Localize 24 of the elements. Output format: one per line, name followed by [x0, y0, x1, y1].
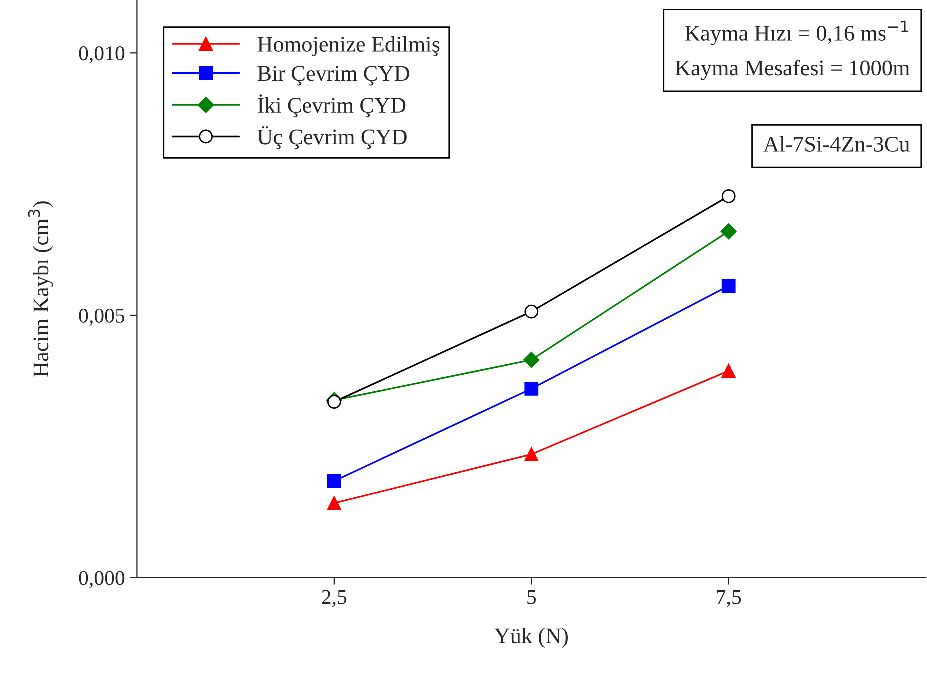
point: [524, 352, 540, 368]
legend-label: Bir Çevrim ÇYD: [258, 66, 410, 86]
point: [327, 395, 342, 410]
y-tick-label: 0,000: [79, 571, 125, 588]
x-tick-label: 5: [528, 590, 536, 604]
y-axis-title: Hacim Kaybı (cm$^{3}$): [28, 202, 54, 378]
legend-label: İki Çevrim ÇYD: [258, 94, 406, 118]
x-tick-label: 7,5: [717, 590, 742, 608]
point: [524, 382, 539, 396]
point: [722, 279, 736, 294]
annotation: Al-7Si-4Zn-3Cu: [764, 136, 910, 152]
point: [327, 496, 342, 510]
x-tick-label: 2,5: [322, 590, 347, 608]
point: [327, 474, 342, 488]
x-axis-title: Yük (N): [494, 628, 568, 648]
legend-label: Üç Çevrim ÇYD: [258, 126, 407, 150]
point: [720, 223, 737, 240]
point: [524, 304, 539, 319]
point: [524, 448, 539, 462]
y-tick-label: 0,005: [79, 308, 125, 326]
y-tick-label: 0,010: [79, 46, 125, 64]
legend-label: Homojenize Edilmiş: [258, 36, 440, 57]
text: Kayma Hızı = 0,16 ms$^{−1}$ Kayma Mesafesi = 1000m: [676, 20, 910, 80]
point: [722, 364, 736, 378]
